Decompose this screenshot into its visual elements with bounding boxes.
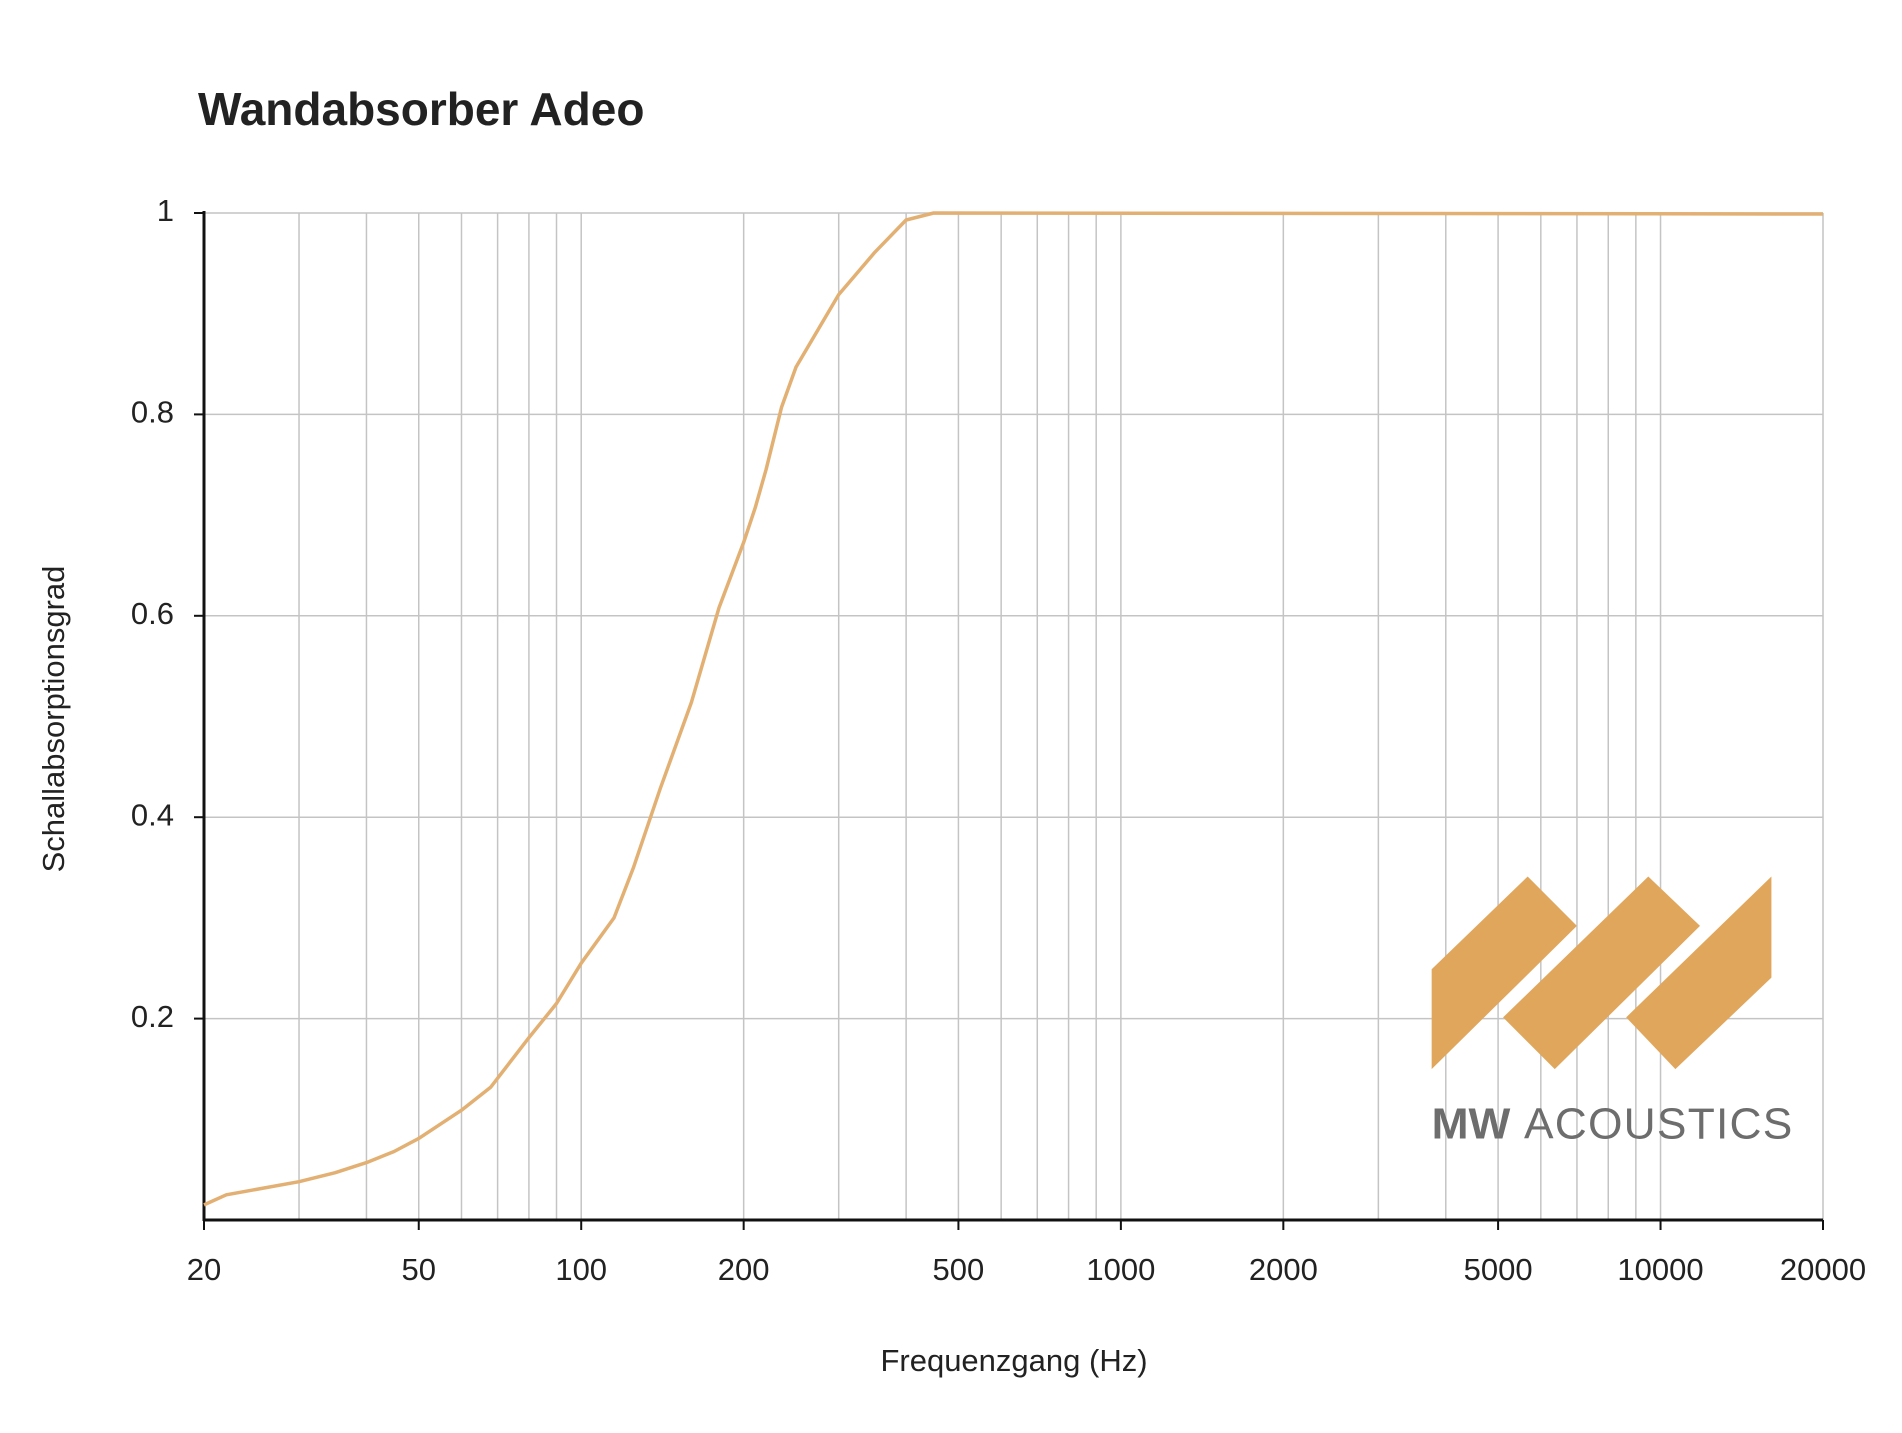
logo-shape	[1626, 876, 1772, 1070]
logo: MW ACOUSTICS	[1431, 876, 1794, 1148]
y-tick-label: 0.2	[131, 999, 174, 1034]
logo-shape	[1431, 876, 1577, 1070]
logo-name: ACOUSTICS	[1524, 1100, 1794, 1148]
x-axis-label: Frequenzgang (Hz)	[880, 1343, 1147, 1378]
y-tick-label: 0.6	[131, 596, 174, 631]
x-tick-label: 20	[187, 1252, 221, 1287]
y-axis-label: Schallabsorptionsgrad	[36, 566, 71, 873]
x-tick-label: 5000	[1464, 1252, 1533, 1287]
logo-shape	[1503, 876, 1701, 1070]
y-tick-label: 1	[157, 193, 174, 228]
data-line	[203, 211, 1824, 1207]
logo-brand: MW	[1432, 1100, 1511, 1148]
x-tick-label: 500	[933, 1252, 985, 1287]
x-tick-label: 200	[718, 1252, 770, 1287]
x-tick-label: 1000	[1086, 1252, 1155, 1287]
x-tick-label: 100	[555, 1252, 607, 1287]
y-tick-label: 0.8	[131, 395, 174, 430]
y-tick-label: 0.4	[131, 797, 174, 832]
x-tick-label: 20000	[1780, 1252, 1866, 1287]
x-tick-label: 50	[402, 1252, 436, 1287]
x-tick-label: 2000	[1249, 1252, 1318, 1287]
chart-title: Wandabsorber Adeo	[198, 83, 644, 135]
x-tick-label: 10000	[1617, 1252, 1703, 1287]
grid	[203, 212, 1824, 1220]
